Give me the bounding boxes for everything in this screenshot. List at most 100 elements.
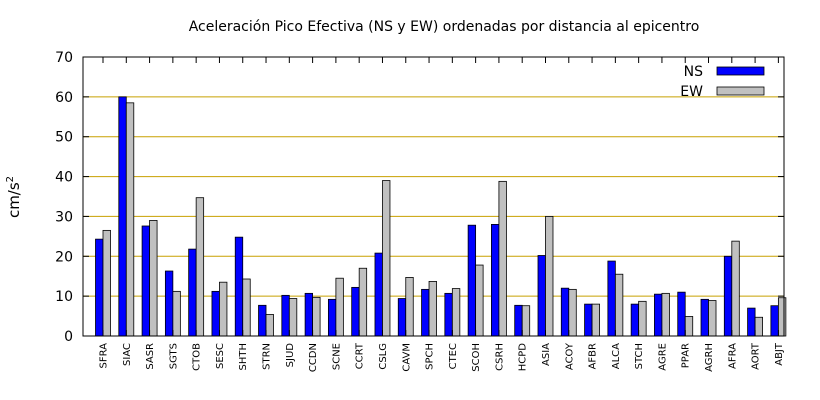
bar-ns — [607, 260, 616, 337]
x-tick-label: AGRE — [657, 343, 668, 371]
x-tick-label: SHTH — [238, 343, 249, 371]
bar-ew — [568, 288, 577, 337]
bar-ew — [708, 300, 717, 337]
x-tick-label: ACOY — [564, 342, 575, 370]
bar-ns — [654, 293, 663, 337]
x-tick-label: AFRA — [727, 343, 738, 369]
bar-group — [281, 294, 298, 337]
bar-ns — [537, 255, 546, 337]
x-tick-label: SCNE — [331, 343, 342, 370]
bar-ew — [242, 278, 251, 337]
legend-label: NS — [684, 64, 703, 80]
y-tick-label: 50 — [55, 130, 73, 146]
legend-item: NS — [684, 64, 765, 80]
bar-ew — [754, 316, 763, 337]
x-tick-label: ABJT — [774, 342, 785, 366]
bar-ns — [304, 292, 314, 337]
bar-ns — [723, 255, 733, 337]
x-tick-label: STRN — [262, 343, 273, 370]
legend-item: EW — [680, 84, 765, 100]
bar-group — [304, 292, 321, 337]
bar-ns — [444, 292, 453, 337]
y-tick-label: 30 — [55, 209, 73, 225]
bar-ns — [141, 225, 150, 337]
bar-ns — [397, 298, 407, 337]
bar-ew — [591, 303, 600, 337]
x-tick-label: STCH — [634, 343, 645, 369]
bar-ew — [102, 229, 111, 337]
x-axis-ticks: SFRA SIAC SASR SGTS CTOB SESC SHTH STRN SJUD CCDN… — [99, 57, 785, 372]
bar-ns — [560, 287, 570, 337]
bar-ns — [491, 223, 500, 337]
plot-frame — [82, 56, 785, 337]
x-tick-label: SIAC — [122, 343, 133, 366]
bar-ew — [172, 290, 181, 337]
y-tick-label: 20 — [55, 249, 73, 265]
bar-group — [560, 287, 577, 337]
bar-ns — [234, 236, 244, 337]
bar-ew — [428, 280, 437, 337]
x-tick-label: CSRH — [494, 343, 505, 371]
bar-ew — [638, 300, 647, 337]
bar-group — [95, 229, 111, 337]
bar-ns — [421, 288, 430, 337]
y-tick-label: 70 — [55, 50, 73, 66]
x-tick-label: CTEC — [448, 343, 459, 369]
bar-group — [141, 220, 158, 337]
bar-ns — [584, 303, 593, 337]
bar-ew — [358, 267, 368, 337]
bar-ns — [700, 298, 709, 337]
y-tick-label: 40 — [55, 170, 73, 186]
bar-groups — [95, 96, 787, 337]
x-tick-label: AORT — [751, 342, 762, 370]
bar-ns — [327, 298, 337, 337]
bar-ew — [125, 102, 135, 337]
x-tick-label: SCOH — [471, 343, 482, 372]
bar-ew — [661, 292, 670, 337]
x-tick-label: ALCA — [611, 343, 622, 369]
bar-ew — [731, 240, 740, 337]
y-axis-label-superscript: 2 — [5, 176, 16, 182]
bar-ew — [149, 220, 158, 337]
bar-ew — [265, 314, 274, 337]
y-tick-label: 10 — [55, 289, 73, 305]
bar-ew — [521, 305, 531, 337]
x-tick-label: CCDN — [308, 343, 319, 372]
bar-group — [118, 96, 135, 337]
chart-title: Aceleración Pico Efectiva (NS y EW) orde… — [189, 19, 700, 35]
x-tick-label: SPCH — [425, 343, 436, 370]
bar-ew — [545, 216, 554, 337]
x-tick-label: PPAR — [681, 343, 692, 368]
bar-ns — [211, 290, 220, 337]
bar-ns — [188, 248, 197, 337]
y-axis-label-text: cm/s — [5, 182, 23, 218]
legend-swatch — [716, 86, 765, 96]
bar-ew — [498, 180, 507, 337]
x-tick-label: CAVM — [401, 343, 412, 372]
x-tick-label: SASR — [145, 343, 156, 370]
y-axis-ticks: 0 10 20 30 40 50 60 70 — [55, 50, 784, 345]
bar-ns — [770, 305, 779, 337]
bar-ns — [258, 304, 267, 337]
y-tick-label: 0 — [64, 329, 73, 345]
bar-ew — [312, 296, 321, 337]
bar-ns — [747, 307, 756, 337]
bar-ew — [382, 180, 391, 337]
legend: NS EW — [680, 64, 765, 100]
x-tick-label: SFRA — [99, 343, 110, 369]
x-tick-label: HCPD — [518, 343, 529, 372]
x-tick-label: CTOB — [192, 343, 203, 371]
bar-ns — [677, 291, 686, 337]
bar-ew — [475, 264, 484, 337]
bar-ns — [630, 303, 640, 337]
bar-ew — [335, 277, 344, 337]
bar-ns — [118, 96, 127, 337]
x-tick-label: CCRT — [355, 342, 366, 369]
bar-group — [444, 288, 461, 337]
bar-ew — [777, 297, 787, 337]
x-tick-label: AGRH — [704, 343, 715, 372]
bar-ns — [467, 224, 477, 337]
bar-ns — [281, 294, 290, 337]
bar-ns — [164, 270, 174, 337]
